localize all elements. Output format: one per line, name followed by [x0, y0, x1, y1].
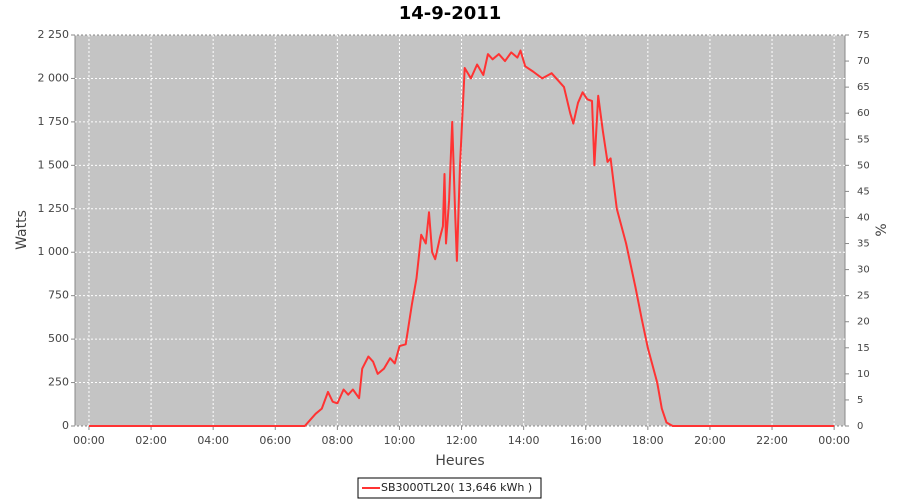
- y-tick-label: 1 750: [38, 115, 70, 128]
- x-tick-label: 10:00: [384, 434, 416, 447]
- y-tick-label: 1 250: [38, 202, 70, 215]
- y-tick-label: 2 000: [38, 71, 70, 84]
- y2-tick-label: 55: [857, 134, 870, 145]
- y2-tick-label: 30: [857, 265, 870, 276]
- y-tick-label: 0: [62, 419, 69, 432]
- y2-tick-label: 45: [857, 186, 870, 197]
- y-axis-label: Watts: [14, 210, 30, 250]
- y2-tick-label: 25: [857, 291, 870, 302]
- x-tick-label: 08:00: [322, 434, 354, 447]
- x-tick-label: 00:00: [73, 434, 105, 447]
- y2-tick-label: 15: [857, 343, 870, 354]
- data-line: [89, 49, 835, 427]
- y2-tick-label: 10: [857, 369, 870, 380]
- x-tick-label: 18:00: [632, 434, 664, 447]
- y2-tick-label: 35: [857, 239, 870, 250]
- x-tick-label: 16:00: [570, 434, 602, 447]
- y-tick-label: 500: [48, 332, 69, 345]
- y-tick-label: 2 250: [38, 28, 70, 41]
- y-tick-label: 1 500: [38, 158, 70, 171]
- chart-title: 14-9-2011: [399, 3, 502, 24]
- y2-tick-label: 50: [857, 160, 870, 171]
- y2-tick-label: 20: [857, 317, 870, 328]
- y2-tick-label: 5: [857, 395, 863, 406]
- y2-tick-label: 60: [857, 108, 870, 119]
- x-tick-label: 14:00: [508, 434, 540, 447]
- x-tick-label: 20:00: [694, 434, 726, 447]
- x-axis-label: Heures: [435, 453, 484, 469]
- x-tick-label: 00:00: [818, 434, 850, 447]
- y-tick-label: 1 000: [38, 245, 70, 258]
- x-tick-label: 02:00: [135, 434, 167, 447]
- y-tick-label: 250: [48, 376, 69, 389]
- y2-tick-label: 70: [857, 56, 870, 67]
- y2-tick-label: 0: [857, 421, 863, 432]
- x-tick-label: 12:00: [446, 434, 478, 447]
- y2-tick-label: 40: [857, 212, 870, 223]
- x-tick-label: 04:00: [197, 434, 229, 447]
- y2-axis-label: %: [874, 223, 890, 236]
- legend-label: SB3000TL20( 13,646 kWh ): [381, 481, 532, 494]
- plot-area: [74, 34, 846, 427]
- y-tick-label: 750: [48, 289, 69, 302]
- x-tick-label: 06:00: [259, 434, 291, 447]
- x-tick-label: 22:00: [756, 434, 788, 447]
- legend-box: [357, 477, 542, 499]
- y2-tick-label: 75: [857, 30, 870, 41]
- y2-tick-label: 65: [857, 82, 870, 93]
